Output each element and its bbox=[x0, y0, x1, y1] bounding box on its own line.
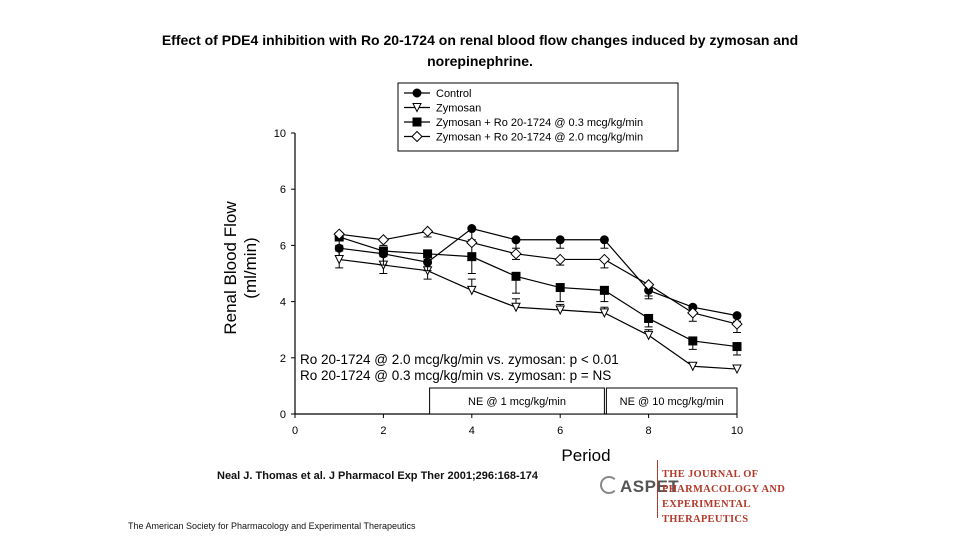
data-point bbox=[334, 254, 345, 265]
data-point bbox=[599, 235, 609, 245]
stats-annotation: Ro 20-1724 @ 2.0 mcg/kg/min vs. zymosan:… bbox=[300, 352, 619, 367]
data-point bbox=[599, 308, 610, 318]
data-point bbox=[466, 236, 478, 249]
x-tick-label: 8 bbox=[646, 425, 652, 437]
data-point bbox=[467, 224, 477, 234]
x-tick-label: 6 bbox=[557, 425, 563, 437]
y-tick-label: 2 bbox=[280, 353, 286, 365]
data-point bbox=[598, 253, 611, 266]
data-point bbox=[642, 279, 655, 291]
legend-entry: Control bbox=[436, 88, 471, 100]
legend-entry: Zymosan bbox=[436, 103, 481, 115]
period-box bbox=[605, 387, 738, 415]
data-point bbox=[511, 271, 521, 281]
data-point bbox=[599, 285, 609, 295]
journal-logo-line: THE JOURNAL OF bbox=[662, 469, 759, 480]
data-point bbox=[555, 235, 565, 245]
data-point bbox=[687, 361, 698, 372]
aspet-logo: ASPET bbox=[600, 476, 679, 497]
legend-marker bbox=[412, 103, 422, 113]
period-box bbox=[429, 387, 605, 415]
aspet-logo-text: ASPET bbox=[620, 477, 680, 496]
data-point bbox=[732, 342, 742, 352]
slide-title: Effect of PDE4 inhibition with Ro 20-172… bbox=[161, 32, 799, 69]
data-point bbox=[555, 283, 565, 293]
journal-logo-line: PHARMACOLOGY AND bbox=[662, 484, 786, 495]
data-point bbox=[378, 246, 388, 256]
data-point bbox=[732, 364, 742, 375]
y-tick-label: 0 bbox=[280, 409, 286, 421]
data-point bbox=[511, 302, 521, 313]
x-tick-label: 10 bbox=[731, 425, 743, 437]
x-tick-label: 4 bbox=[469, 425, 475, 437]
data-point bbox=[333, 228, 345, 240]
legend-marker bbox=[411, 130, 423, 143]
period-label: NE @ 1 mcg/kg/min bbox=[468, 396, 566, 408]
series-line bbox=[339, 236, 738, 348]
series-1 bbox=[334, 250, 742, 375]
logo-divider bbox=[657, 460, 658, 518]
y-tick-label: 10 bbox=[274, 128, 286, 140]
legend-entry: Zymosan + Ro 20-1724 @ 0.3 mcg/kg/min bbox=[436, 117, 643, 129]
series-line bbox=[339, 258, 738, 370]
data-point bbox=[731, 318, 743, 330]
period-label: NE @ 10 mcg/kg/min bbox=[620, 396, 724, 408]
aspet-swirl-icon bbox=[600, 476, 618, 494]
series-3 bbox=[333, 225, 743, 334]
journal-logo-line: EXPERIMENTAL THERAPEUTICS bbox=[662, 499, 750, 525]
y-tick-label: 6 bbox=[280, 184, 286, 196]
stats-annotation: Ro 20-1724 @ 0.3 mcg/kg/min vs. zymosan:… bbox=[300, 368, 611, 383]
legend-marker bbox=[412, 88, 422, 98]
data-point bbox=[510, 248, 522, 260]
y-tick-label: 4 bbox=[280, 297, 286, 309]
series-line bbox=[339, 230, 738, 325]
data-point bbox=[643, 330, 654, 341]
y-axis-label: Renal Blood Flow(ml/min) bbox=[221, 201, 260, 335]
data-point bbox=[377, 234, 390, 246]
data-point bbox=[466, 285, 477, 296]
series-2 bbox=[334, 232, 742, 356]
legend-marker bbox=[412, 117, 422, 127]
x-tick-label: 2 bbox=[380, 425, 386, 437]
legend-box bbox=[397, 82, 679, 152]
citation: Neal J. Thomas et al. J Pharmacol Exp Th… bbox=[217, 470, 538, 482]
data-point bbox=[554, 253, 566, 266]
data-point bbox=[688, 336, 698, 346]
data-point bbox=[644, 313, 654, 323]
legend-entry: Zymosan + Ro 20-1724 @ 2.0 mcg/kg/min bbox=[436, 132, 643, 144]
data-point bbox=[423, 249, 433, 259]
data-point bbox=[421, 225, 434, 238]
x-tick-label: 0 bbox=[292, 425, 298, 437]
data-point bbox=[687, 307, 699, 319]
data-point bbox=[555, 305, 566, 316]
footer-society: The American Society for Pharmacology an… bbox=[128, 521, 416, 531]
y-tick-label: 6 bbox=[280, 240, 286, 252]
x-axis-label: Period bbox=[561, 446, 610, 465]
series-0 bbox=[334, 224, 742, 322]
journal-logo: THE JOURNAL OF PHARMACOLOGY AND EXPERIME… bbox=[662, 467, 832, 527]
data-point bbox=[511, 235, 521, 245]
